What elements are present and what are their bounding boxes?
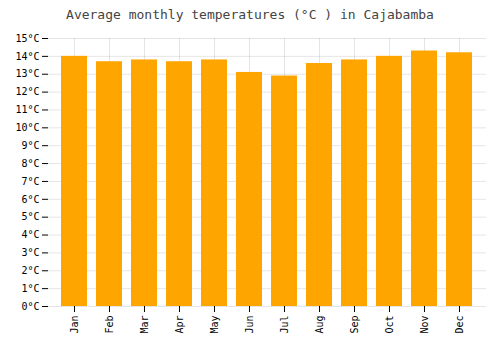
- svg-text:1°C: 1°C: [21, 283, 39, 294]
- svg-text:May: May: [209, 316, 220, 334]
- svg-text:Feb: Feb: [104, 316, 115, 334]
- html-text:Average monthly temperatures (: Average monthly temperatures (°C ) in Ca…: [66, 7, 434, 22]
- svg-text:0°C: 0°C: [21, 301, 39, 312]
- svg-text:Oct: Oct: [384, 316, 395, 334]
- svg-text:Jun: Jun: [244, 316, 255, 334]
- svg-text:3°C: 3°C: [21, 247, 39, 258]
- svg-text:5°C: 5°C: [21, 211, 39, 222]
- svg-text:10°C: 10°C: [15, 122, 39, 133]
- svg-text:9°C: 9°C: [21, 140, 39, 151]
- svg-text:4°C: 4°C: [21, 229, 39, 240]
- svg-text:13°C: 13°C: [15, 68, 39, 79]
- svg-text:7°C: 7°C: [21, 176, 39, 187]
- svg-text:Sep: Sep: [349, 316, 360, 334]
- svg-text:6°C: 6°C: [21, 194, 39, 205]
- svg-text:Jan: Jan: [69, 316, 80, 334]
- svg-text:Nov: Nov: [419, 316, 430, 334]
- svg-text:Apr: Apr: [174, 316, 185, 334]
- svg-text:Jul: Jul: [279, 316, 290, 334]
- svg-text:15°C: 15°C: [15, 33, 39, 44]
- svg-text:Dec: Dec: [454, 316, 465, 334]
- svg-text:Aug: Aug: [314, 316, 325, 334]
- svg-text:8°C: 8°C: [21, 158, 39, 169]
- svg-text:12°C: 12°C: [15, 86, 39, 97]
- svg-text:14°C: 14°C: [15, 51, 39, 62]
- svg-text:Mar: Mar: [139, 316, 150, 334]
- svg-text:2°C: 2°C: [21, 265, 39, 276]
- svg-text:11°C: 11°C: [15, 104, 39, 115]
